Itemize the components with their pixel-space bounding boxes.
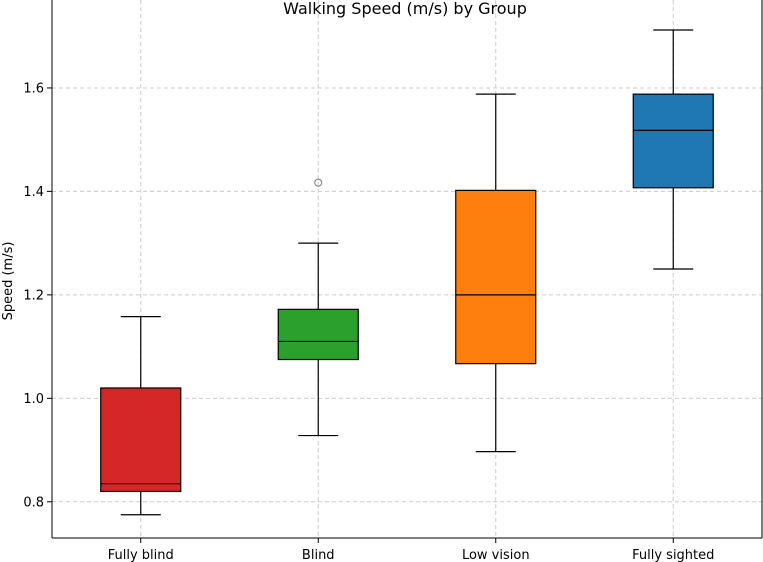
y-tick-label: 1.6 xyxy=(23,81,44,96)
x-tick-label: Blind xyxy=(302,548,335,562)
iqr-box xyxy=(632,93,714,189)
y-tick-label: 1.4 xyxy=(23,185,44,200)
x-tick-label: Fully blind xyxy=(108,548,174,562)
iqr-box xyxy=(100,387,182,493)
box-fully-sighted xyxy=(632,29,714,270)
x-tick-label: Fully sighted xyxy=(632,548,714,562)
y-tick-label: 0.8 xyxy=(23,495,44,510)
chart-title: Walking Speed (m/s) by Group xyxy=(283,0,527,18)
box-series xyxy=(100,29,714,516)
axes: 0.8 1.0 1.2 1.4 1.6 Fully blind Blind Low visio… xyxy=(23,0,763,562)
y-tick-label: 1.0 xyxy=(23,392,44,407)
outlier-point xyxy=(314,178,323,187)
y-tick-label: 1.2 xyxy=(23,288,44,303)
y-axis-label: Speed (m/s) xyxy=(1,242,16,321)
box-low-vision xyxy=(455,93,537,453)
x-tick-label: Low vision xyxy=(462,548,530,562)
iqr-box xyxy=(277,308,359,361)
box-fully-blind xyxy=(100,315,182,516)
box-blind xyxy=(277,178,359,437)
iqr-box xyxy=(455,189,537,365)
